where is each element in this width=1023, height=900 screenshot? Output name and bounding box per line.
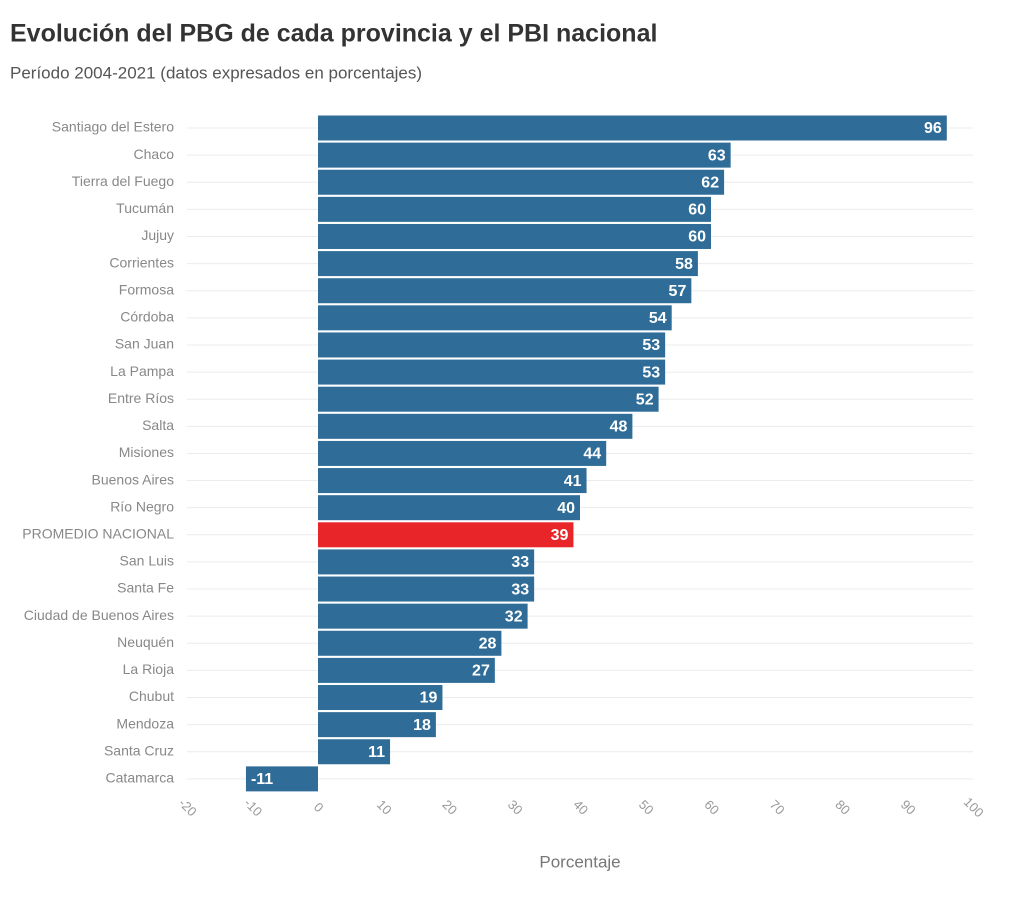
- y-tick-label: Santa Cruz: [104, 742, 174, 758]
- value-label: 40: [557, 500, 575, 517]
- bar: [318, 685, 443, 711]
- y-tick-label: Jujuy: [141, 227, 174, 243]
- y-tick-label: Mendoza: [116, 715, 174, 731]
- y-tick-label: Corrientes: [109, 254, 174, 270]
- value-label: 96: [924, 120, 942, 137]
- bar: [318, 142, 731, 168]
- x-axis-title: Porcentaje: [539, 852, 620, 871]
- y-tick-label: Salta: [142, 417, 174, 433]
- value-label: 53: [642, 364, 660, 381]
- bar: [318, 522, 574, 548]
- value-label: 11: [368, 744, 385, 761]
- bar: [318, 413, 633, 439]
- bar: [318, 305, 672, 331]
- bar: [318, 712, 436, 738]
- bar: [318, 332, 666, 358]
- bar: [318, 169, 725, 195]
- x-tick-label: 80: [832, 797, 853, 818]
- chart-subtitle: Período 2004-2021 (datos expresados en p…: [10, 63, 422, 82]
- x-tick-label: -10: [241, 795, 265, 819]
- y-tick-label: Formosa: [119, 281, 174, 297]
- value-label: 33: [511, 554, 529, 571]
- y-tick-label: Neuquén: [117, 634, 174, 650]
- value-label: 52: [636, 391, 654, 408]
- bar: [318, 630, 502, 656]
- y-tick-label: Córdoba: [120, 309, 174, 325]
- y-tick-label: Buenos Aires: [92, 471, 175, 487]
- bar: [318, 359, 666, 385]
- value-label: 33: [511, 581, 529, 598]
- value-label: 62: [701, 174, 719, 191]
- value-label: 60: [688, 202, 706, 219]
- y-tick-label: Chubut: [129, 688, 174, 704]
- bar: [245, 766, 318, 792]
- value-label: 54: [649, 310, 667, 327]
- x-tick-label: 50: [636, 797, 657, 818]
- x-tick-label: 0: [311, 799, 327, 815]
- value-label: 27: [472, 663, 490, 680]
- y-tick-label: Catamarca: [106, 770, 175, 786]
- x-tick-label: -20: [176, 795, 200, 819]
- chart-title: Evolución del PBG de cada provincia y el…: [10, 20, 657, 48]
- y-tick-label: La Rioja: [123, 661, 175, 677]
- bar: [318, 468, 587, 494]
- bar: [318, 115, 947, 141]
- bar: [318, 223, 711, 249]
- y-tick-label: Santa Fe: [117, 580, 174, 596]
- y-tick-label: Tierra del Fuego: [72, 173, 174, 189]
- x-tick-label: 70: [767, 797, 788, 818]
- value-label: 53: [642, 337, 660, 354]
- bar: [318, 495, 580, 521]
- bar: [318, 739, 391, 765]
- bar: [318, 603, 528, 629]
- y-tick-label: Tucumán: [116, 200, 174, 216]
- bar: [318, 440, 607, 466]
- bar: [318, 576, 535, 602]
- bar: [318, 278, 692, 304]
- value-label: 60: [688, 229, 706, 246]
- value-label: 19: [420, 690, 438, 707]
- value-label: -11: [251, 771, 273, 788]
- value-label: 41: [564, 473, 582, 490]
- y-tick-label: San Juan: [115, 336, 174, 352]
- y-tick-label: Misiones: [119, 444, 174, 460]
- value-label: 57: [669, 283, 687, 300]
- bar: [318, 196, 711, 222]
- value-label: 18: [413, 717, 431, 734]
- x-tick-label: 40: [570, 797, 591, 818]
- x-tick-label: 10: [374, 797, 395, 818]
- value-label: 39: [551, 527, 569, 544]
- x-tick-label: 90: [898, 797, 919, 818]
- bar: [318, 549, 535, 575]
- bar: [318, 251, 698, 277]
- value-label: 63: [708, 147, 726, 164]
- value-label: 44: [583, 446, 601, 463]
- y-tick-label: La Pampa: [110, 363, 174, 379]
- bar: [318, 657, 495, 683]
- x-tick-label: 20: [439, 797, 460, 818]
- x-tick-label: 30: [505, 797, 526, 818]
- y-tick-label: San Luis: [120, 553, 174, 569]
- y-tick-label: Entre Ríos: [108, 390, 174, 406]
- value-label: 58: [675, 256, 693, 273]
- bar: [318, 386, 659, 412]
- y-tick-label: Chaco: [134, 146, 175, 162]
- value-label: 48: [610, 419, 628, 436]
- y-tick-label: Ciudad de Buenos Aires: [24, 607, 174, 623]
- y-tick-label: Santiago del Estero: [52, 119, 174, 135]
- value-label: 32: [505, 608, 523, 625]
- y-tick-label: PROMEDIO NACIONAL: [22, 526, 174, 542]
- value-label: 28: [479, 635, 497, 652]
- y-tick-label: Río Negro: [110, 498, 174, 514]
- x-tick-label: 60: [701, 797, 722, 818]
- x-tick-label: 100: [961, 794, 987, 820]
